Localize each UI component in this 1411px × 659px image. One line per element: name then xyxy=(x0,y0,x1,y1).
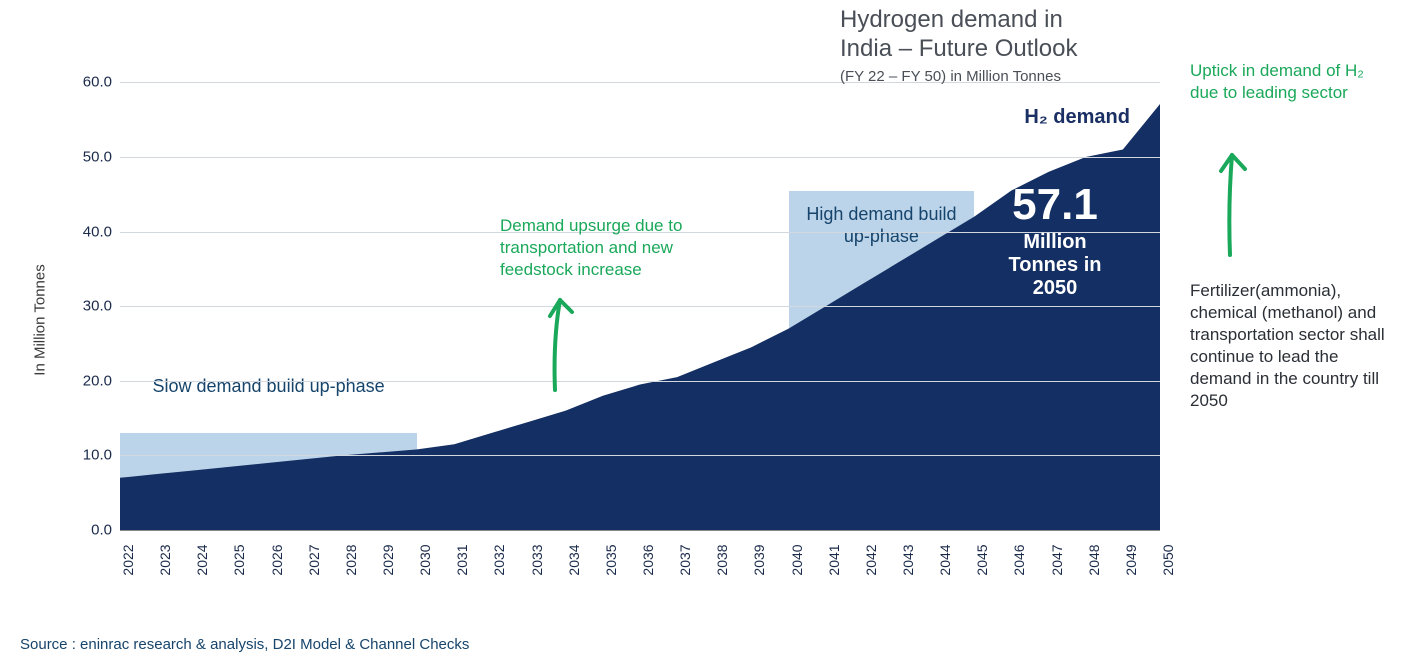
x-tick: 2042 xyxy=(863,544,879,575)
chart-title: Hydrogen demand in India – Future Outloo… xyxy=(840,6,1160,85)
chart-container: In Million Tonnes 0.010.020.030.040.050.… xyxy=(60,60,1160,580)
title-subtitle: (FY 22 – FY 50) in Million Tonnes xyxy=(840,68,1160,85)
x-tick: 2045 xyxy=(974,544,990,575)
annotation-uptick: Uptick in demand of H₂ due to leading se… xyxy=(1190,60,1390,104)
x-tick: 2025 xyxy=(231,544,247,575)
x-tick: 2027 xyxy=(306,544,322,575)
gridline xyxy=(120,381,1160,382)
y-tick: 40.0 xyxy=(83,223,112,240)
y-tick: 20.0 xyxy=(83,372,112,389)
annotation-demand-upsurge: Demand upsurge due to transportation and… xyxy=(500,215,735,281)
x-tick: 2028 xyxy=(343,544,359,575)
x-axis-line xyxy=(120,530,1160,531)
phase-label: Slow demand build up-phase xyxy=(140,375,397,398)
arrow-uptick-icon xyxy=(1210,135,1270,265)
x-tick: 2023 xyxy=(157,544,173,575)
y-axis: 0.010.020.030.040.050.060.0 xyxy=(60,60,120,530)
y-tick: 60.0 xyxy=(83,74,112,91)
callout-sub3: 2050 xyxy=(980,277,1130,300)
title-line1: Hydrogen demand in xyxy=(840,6,1160,35)
x-tick: 2047 xyxy=(1049,544,1065,575)
arrow-upsurge-icon xyxy=(535,280,595,400)
x-tick: 2034 xyxy=(566,544,582,575)
source-text: Source : eninrac research & analysis, D2… xyxy=(20,636,469,653)
callout-sub1: Million xyxy=(980,231,1130,254)
plot-area: H₂ demand 57.1 Million Tonnes in 2050 Sl… xyxy=(120,60,1160,530)
x-tick: 2029 xyxy=(380,544,396,575)
callout-sub2: Tonnes in xyxy=(980,254,1130,277)
x-tick: 2037 xyxy=(677,544,693,575)
x-tick: 2049 xyxy=(1123,544,1139,575)
gridline xyxy=(120,157,1160,158)
x-tick: 2050 xyxy=(1160,544,1176,575)
gridline xyxy=(120,455,1160,456)
x-tick: 2048 xyxy=(1086,544,1102,575)
x-tick: 2035 xyxy=(603,544,619,575)
phase-label: High demand build up-phase xyxy=(797,203,967,248)
x-tick: 2036 xyxy=(640,544,656,575)
x-tick: 2040 xyxy=(789,544,805,575)
x-tick: 2041 xyxy=(826,544,842,575)
series-label: H₂ demand xyxy=(1024,106,1130,129)
title-line2: India – Future Outlook xyxy=(840,35,1160,64)
area-series xyxy=(120,104,1160,530)
value-callout: 57.1 Million Tonnes in 2050 xyxy=(980,180,1130,300)
x-tick: 2039 xyxy=(751,544,767,575)
y-tick: 0.0 xyxy=(91,522,112,539)
y-tick: 50.0 xyxy=(83,148,112,165)
callout-value: 57.1 xyxy=(980,180,1130,231)
x-tick: 2031 xyxy=(454,544,470,575)
x-tick: 2024 xyxy=(194,544,210,575)
y-tick: 30.0 xyxy=(83,298,112,315)
x-tick: 2044 xyxy=(937,544,953,575)
x-axis: 2022 2023 2024 2025 2026 2027 2028 2029 2030 2031… xyxy=(120,530,1160,580)
x-tick: 2032 xyxy=(491,544,507,575)
gridline xyxy=(120,306,1160,307)
y-axis-label: In Million Tonnes xyxy=(32,264,49,375)
x-tick: 2026 xyxy=(269,544,285,575)
x-tick: 2038 xyxy=(714,544,730,575)
x-tick: 2030 xyxy=(417,544,433,575)
x-tick: 2046 xyxy=(1011,544,1027,575)
annotation-sectors: Fertilizer(ammonia), chemical (methanol)… xyxy=(1190,280,1400,413)
x-tick: 2022 xyxy=(120,544,136,575)
x-tick: 2043 xyxy=(900,544,916,575)
y-tick: 10.0 xyxy=(83,447,112,464)
x-tick: 2033 xyxy=(529,544,545,575)
